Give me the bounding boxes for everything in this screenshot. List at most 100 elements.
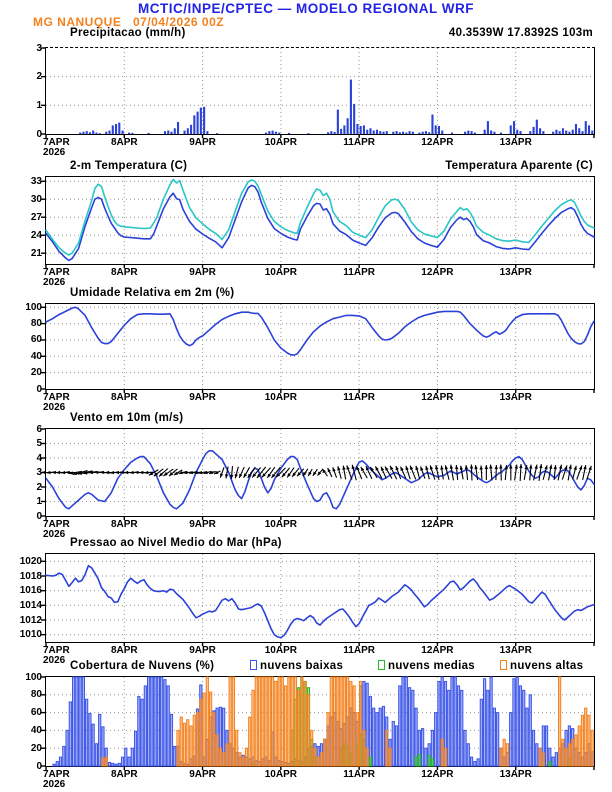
axis-label: 10APR	[264, 769, 297, 780]
axis-label: 13APR	[499, 267, 532, 278]
axis-label: 12APR	[421, 645, 454, 656]
legend-nuvens-baixas: nuvens baixas	[250, 660, 343, 672]
axis-label: 11APR	[343, 267, 375, 278]
axis-label: 24	[30, 229, 42, 241]
axis-label: 12APR	[421, 267, 454, 278]
axis-label: 8APR	[110, 769, 138, 780]
axis-label: 1014	[19, 599, 42, 611]
axis-label: 11APR	[343, 645, 375, 656]
axis-label: 5	[36, 438, 42, 449]
axis-label: 1010	[19, 629, 42, 641]
axis-label: 7APR	[43, 267, 70, 278]
axis-label: 9APR	[189, 519, 216, 530]
axis-label: 13APR	[499, 519, 532, 530]
axis-label: 10APR	[264, 392, 297, 403]
axis-label: 4	[36, 452, 42, 464]
axis-label: 0	[36, 128, 42, 140]
nuvens-baixas-swatch-icon	[250, 660, 257, 670]
axis-label: 1	[36, 99, 42, 111]
axis-label: 2026	[43, 529, 66, 540]
axis-label: 12APR	[421, 519, 454, 530]
axis-label: 2	[36, 481, 42, 493]
axis-label: 8APR	[110, 519, 138, 530]
axis-label: 7APR	[43, 137, 70, 148]
pressure-plot: 1010 1012 1014 1016 1018 1020 7APR 2026 8APR 9APR…	[20, 553, 595, 666]
axis-label: 8APR	[110, 267, 138, 278]
axis-label: 3	[36, 42, 42, 54]
axis-label: 9APR	[189, 392, 216, 403]
axis-label: 30	[30, 193, 42, 205]
axis-label: 11APR	[343, 519, 375, 530]
station-coords: 40.3539W 17.8392S 103m	[448, 27, 593, 39]
axis-label: 8APR	[110, 392, 138, 403]
axis-label: 11APR	[343, 137, 375, 148]
panel-title-humidity: Umidade Relativa em 2m (%)	[70, 287, 235, 299]
axis-label: 100	[25, 301, 42, 313]
axis-label: 0	[36, 760, 42, 772]
panel-title-precipitation: Precipitacao (mm/h)	[70, 27, 186, 39]
axis-label: 2026	[43, 277, 66, 288]
axis-label: 80	[30, 689, 42, 701]
axis-label: 6	[36, 423, 42, 435]
temperature-plot: 21 24 27 30 33 7APR 2026 8APR 9APR 10APR 11APR 12AP…	[31, 176, 595, 288]
axis-label: 1018	[19, 570, 42, 582]
panel-title-wind: Vento em 10m (m/s)	[70, 412, 184, 424]
axis-label: 80	[30, 318, 42, 330]
axis-label: 9APR	[189, 769, 216, 780]
axis-label: 9APR	[189, 267, 216, 278]
axis-label: 11APR	[343, 392, 375, 403]
page-title: MCTIC/INPE/CPTEC — MODELO REGIONAL WRF	[138, 1, 474, 16]
axis-label: 40	[30, 724, 42, 736]
nuvens-altas-swatch-icon	[500, 660, 507, 670]
axis-label: 7APR	[43, 519, 70, 530]
axis-label: 2	[36, 71, 42, 83]
axis-label: 12APR	[421, 769, 454, 780]
axis-label: 11APR	[343, 769, 375, 780]
wind-plot: 0 1 2 3 4 5 6 7APR 2026 8APR 9APR 10APR 11APR 12APR 13…	[36, 424, 595, 540]
panel-title-clouds: Cobertura de Nuvens (%)	[70, 660, 215, 672]
legend-nuvens-medias: nuvens medias	[378, 660, 475, 672]
axis-label: 0	[36, 383, 42, 395]
axis-label: 2026	[43, 655, 66, 666]
axis-label: 8APR	[110, 137, 138, 148]
axis-label: 20	[30, 367, 42, 379]
panel-title-temperature: 2-m Temperatura (C)	[70, 160, 188, 172]
legend-nuvens-altas: nuvens altas	[500, 660, 583, 672]
nuvens-medias-swatch-icon	[378, 660, 385, 670]
station-name: MG NANUQUE	[33, 15, 122, 29]
axis-label: 33	[30, 175, 42, 187]
axis-label: 60	[30, 707, 42, 719]
axis-label: 2026	[43, 402, 66, 413]
clouds-plot: 0 20 40 60 80 100 7APR 2026 8APR 9APR 10APR 11APR 12…	[25, 672, 595, 790]
axis-label: 10APR	[264, 519, 297, 530]
axis-label: 8APR	[110, 645, 138, 656]
axis-label: 10APR	[264, 267, 297, 278]
axis-label: 1016	[19, 585, 42, 597]
axis-label: 2026	[43, 147, 66, 158]
axis-label: 20	[30, 742, 42, 754]
axis-label: 13APR	[499, 137, 532, 148]
axis-label: 0	[36, 510, 42, 522]
axis-label: 3	[36, 467, 42, 478]
axis-label: 13APR	[499, 645, 532, 656]
axis-label: 21	[30, 247, 42, 259]
legend-temperatura-aparente: Temperatura Aparente (C)	[445, 160, 593, 172]
axis-label: 1012	[19, 614, 42, 626]
axis-label: 13APR	[499, 392, 532, 403]
run-datetime: 07/04/2026 00Z	[133, 15, 225, 29]
axis-label: 12APR	[421, 137, 454, 148]
axis-label: 40	[30, 350, 42, 362]
axis-label: 2026	[43, 779, 66, 790]
humidity-plot: 0 20 40 60 80 100 7APR 2026 8APR 9APR 10APR 11APR 12…	[25, 302, 595, 413]
axis-label: 7APR	[43, 392, 70, 403]
axis-label: 7APR	[43, 769, 70, 780]
axis-label: 12APR	[421, 392, 454, 403]
panel-title-pressure: Pressao ao Nivel Medio do Mar (hPa)	[70, 537, 282, 549]
axis-label: 1	[36, 496, 42, 507]
axis-label: 1020	[19, 555, 42, 567]
axis-label: 9APR	[189, 137, 216, 148]
axis-label: 10APR	[264, 137, 297, 148]
axis-label: 10APR	[264, 645, 297, 656]
axis-label: 100	[25, 671, 42, 683]
